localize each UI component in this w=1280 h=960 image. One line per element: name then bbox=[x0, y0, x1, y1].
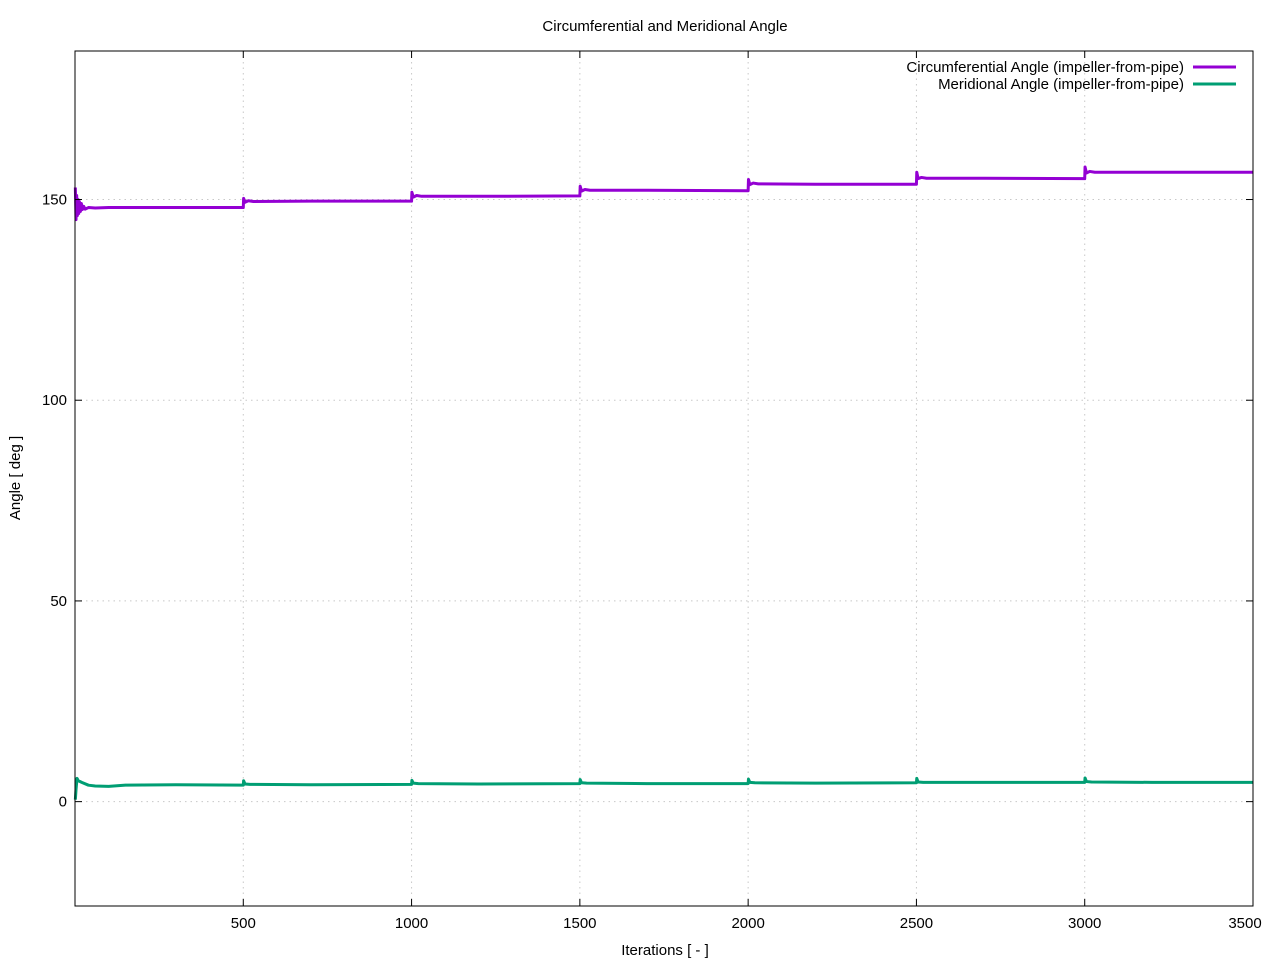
y-tick-label: 150 bbox=[42, 192, 67, 209]
x-axis-label: Iterations [ - ] bbox=[621, 942, 709, 959]
y-tick-label: 0 bbox=[59, 794, 67, 811]
legend-label-1: Circumferential Angle (impeller-from-pip… bbox=[906, 59, 1184, 76]
series-line-2 bbox=[73, 776, 1253, 800]
x-tick-label: 2000 bbox=[731, 915, 764, 932]
x-tick-label: 1500 bbox=[563, 915, 596, 932]
x-tick-label: 3000 bbox=[1068, 915, 1101, 932]
x-tick-label: 1000 bbox=[395, 915, 428, 932]
series-line-1 bbox=[73, 165, 1253, 222]
plot-frame bbox=[74, 50, 1254, 907]
ticks: 500 1000 1500 2000 2500 3000 3500 0 50 100 150 bbox=[42, 51, 1262, 932]
y-tick-label: 100 bbox=[42, 392, 67, 409]
y-axis-label: Angle [ deg ] bbox=[7, 436, 24, 520]
series-lines bbox=[73, 165, 1253, 800]
x-tick-label: 3500 bbox=[1228, 915, 1261, 932]
x-tick-label: 500 bbox=[231, 915, 256, 932]
grid bbox=[75, 51, 1253, 906]
legend: Circumferential Angle (impeller-from-pip… bbox=[906, 59, 1236, 93]
legend-label-2: Meridional Angle (impeller-from-pipe) bbox=[938, 76, 1184, 93]
y-tick-label: 50 bbox=[50, 593, 67, 610]
x-tick-label: 2500 bbox=[900, 915, 933, 932]
chart-title: Circumferential and Meridional Angle bbox=[542, 18, 787, 35]
